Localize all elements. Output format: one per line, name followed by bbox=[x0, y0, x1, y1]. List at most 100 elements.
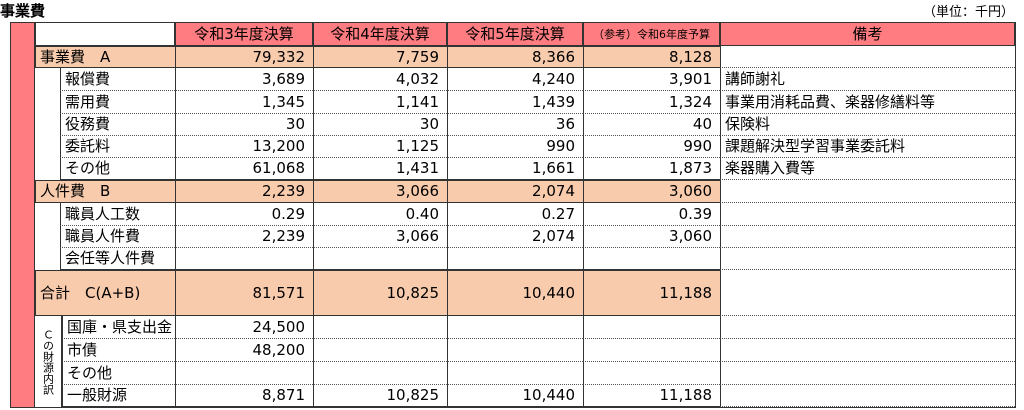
note-cell bbox=[720, 385, 1015, 407]
value-cell: 0.39 bbox=[583, 203, 720, 226]
row-label: 需用費 bbox=[60, 91, 175, 114]
title: 事業費 bbox=[0, 2, 46, 20]
note-cell bbox=[720, 270, 1015, 316]
right-border bbox=[1015, 22, 1016, 408]
value-cell bbox=[313, 339, 447, 362]
value-cell: 81,571 bbox=[175, 270, 313, 316]
value-cell bbox=[447, 316, 583, 339]
value-cell: 4,240 bbox=[447, 68, 583, 91]
value-cell: 11,188 bbox=[583, 270, 720, 316]
row-label: 市債 bbox=[62, 339, 175, 362]
row-label: 合計 C(A+B) bbox=[35, 270, 175, 316]
value-cell: 990 bbox=[447, 136, 583, 158]
value-cell: 13,200 bbox=[175, 136, 313, 158]
value-cell bbox=[447, 248, 583, 270]
value-cell bbox=[447, 362, 583, 385]
note-cell bbox=[720, 316, 1015, 339]
value-cell bbox=[313, 362, 447, 385]
value-cell: 7,759 bbox=[313, 46, 447, 68]
value-cell: 48,200 bbox=[175, 339, 313, 362]
value-cell: 4,032 bbox=[313, 68, 447, 91]
row-label: 人件費 B bbox=[35, 180, 175, 203]
note-cell: 講師謝礼 bbox=[720, 68, 1015, 91]
row-label: その他 bbox=[60, 158, 175, 180]
note-cell bbox=[720, 180, 1015, 203]
note-cell: 課題解決型学習事業委託料 bbox=[720, 136, 1015, 158]
value-cell: 11,188 bbox=[583, 385, 720, 407]
value-cell: 30 bbox=[313, 114, 447, 136]
value-cell: 3,066 bbox=[313, 180, 447, 203]
note-cell bbox=[720, 46, 1015, 68]
value-cell: 2,239 bbox=[175, 180, 313, 203]
value-cell: 10,825 bbox=[313, 270, 447, 316]
value-cell: 10,440 bbox=[447, 270, 583, 316]
value-cell: 3,689 bbox=[175, 68, 313, 91]
value-cell: 990 bbox=[583, 136, 720, 158]
row-label: 報償費 bbox=[60, 68, 175, 91]
bottom-border bbox=[10, 407, 1016, 408]
value-cell: 1,345 bbox=[175, 91, 313, 114]
note-cell bbox=[720, 339, 1015, 362]
note-cell bbox=[720, 248, 1015, 270]
row-label: 国庫・県支出金 bbox=[62, 316, 175, 339]
value-cell: 79,332 bbox=[175, 46, 313, 68]
value-cell: 2,074 bbox=[447, 226, 583, 248]
value-cell: 10,440 bbox=[447, 385, 583, 407]
value-cell: 10,825 bbox=[313, 385, 447, 407]
value-cell: 8,366 bbox=[447, 46, 583, 68]
value-cell bbox=[583, 248, 720, 270]
value-cell: 0.40 bbox=[313, 203, 447, 226]
column-header: 令和5年度決算 bbox=[447, 22, 583, 46]
unit: （単位：千円） bbox=[922, 4, 1014, 20]
value-cell bbox=[313, 248, 447, 270]
value-cell: 1,141 bbox=[313, 91, 447, 114]
value-cell bbox=[583, 339, 720, 362]
note-cell: 事業用消耗品費、楽器修繕料等 bbox=[720, 91, 1015, 114]
column-header: （参考）令和6年度予算 bbox=[583, 22, 720, 46]
value-cell bbox=[447, 339, 583, 362]
value-cell: 40 bbox=[583, 114, 720, 136]
value-cell: 3,060 bbox=[583, 180, 720, 203]
row-label: 職員人工数 bbox=[60, 203, 175, 226]
note-cell: 保険料 bbox=[720, 114, 1015, 136]
value-cell: 1,324 bbox=[583, 91, 720, 114]
value-cell: 1,125 bbox=[313, 136, 447, 158]
value-cell: 24,500 bbox=[175, 316, 313, 339]
column-header: 備考 bbox=[720, 22, 1015, 46]
value-cell: 0.27 bbox=[447, 203, 583, 226]
value-cell: 1,661 bbox=[447, 158, 583, 180]
value-cell: 3,060 bbox=[583, 226, 720, 248]
value-cell: 36 bbox=[447, 114, 583, 136]
value-cell bbox=[175, 362, 313, 385]
value-cell bbox=[313, 316, 447, 339]
value-cell: 2,074 bbox=[447, 180, 583, 203]
note-cell bbox=[720, 362, 1015, 385]
row-label: 一般財源 bbox=[62, 385, 175, 407]
column-header: 令和4年度決算 bbox=[313, 22, 447, 46]
value-cell: 2,239 bbox=[175, 226, 313, 248]
row-label: 役務費 bbox=[60, 114, 175, 136]
row-label: その他 bbox=[62, 362, 175, 385]
row-label: 事業費 A bbox=[35, 46, 175, 68]
column-header: 令和3年度決算 bbox=[175, 22, 313, 46]
value-cell: 0.29 bbox=[175, 203, 313, 226]
value-cell bbox=[583, 316, 720, 339]
value-cell: 3,901 bbox=[583, 68, 720, 91]
value-cell: 30 bbox=[175, 114, 313, 136]
value-cell: 8,128 bbox=[583, 46, 720, 68]
value-cell: 3,066 bbox=[313, 226, 447, 248]
source-label: Ｃの財源内訳 bbox=[35, 316, 62, 408]
note-cell bbox=[720, 226, 1015, 248]
value-cell bbox=[583, 362, 720, 385]
value-cell: 61,068 bbox=[175, 158, 313, 180]
left-strip bbox=[10, 22, 35, 408]
note-cell: 楽器購入費等 bbox=[720, 158, 1015, 180]
row-label: 会任等人件費 bbox=[60, 248, 175, 270]
corner bbox=[35, 22, 175, 46]
value-cell bbox=[175, 248, 313, 270]
value-cell: 1,431 bbox=[313, 158, 447, 180]
value-cell: 1,873 bbox=[583, 158, 720, 180]
row-label: 職員人件費 bbox=[60, 226, 175, 248]
value-cell: 8,871 bbox=[175, 385, 313, 407]
